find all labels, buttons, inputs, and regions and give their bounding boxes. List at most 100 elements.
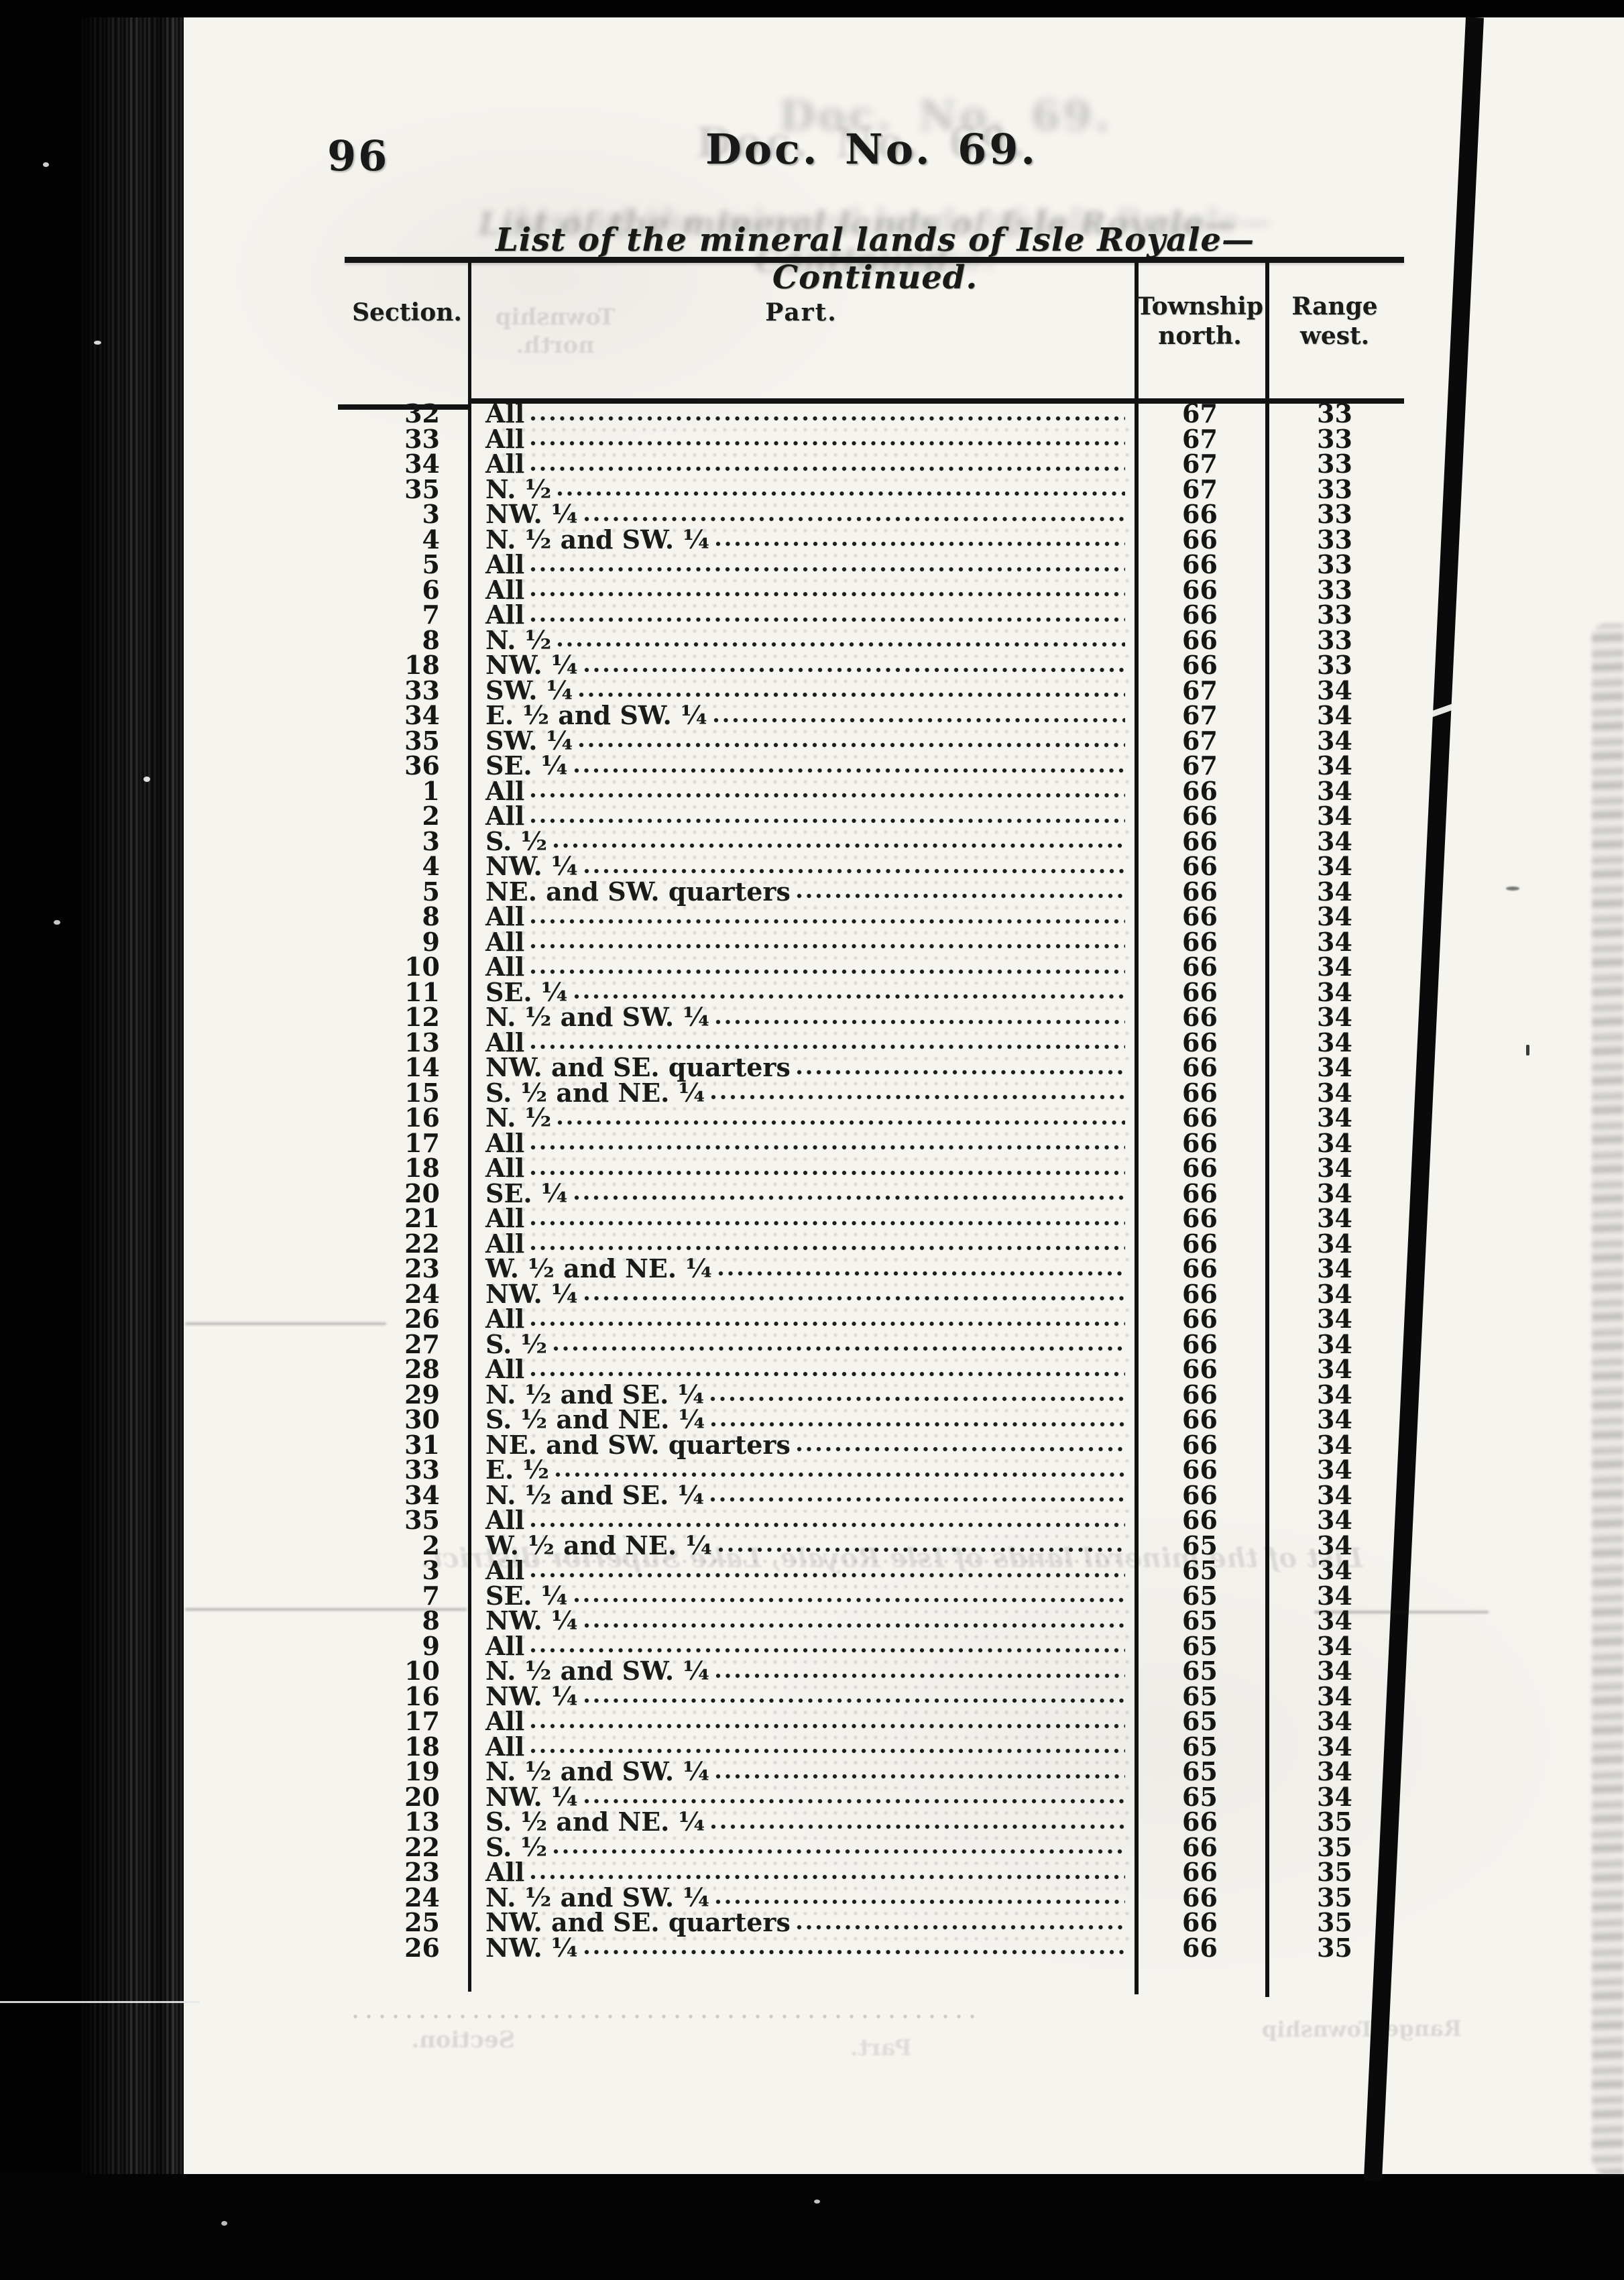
cell-township: 66 xyxy=(1182,1379,1218,1410)
table-row: 12 N. ½ and SW. ¼ 66 34 xyxy=(345,1005,1404,1030)
cell-section: 12 xyxy=(404,1002,440,1032)
film-border-top xyxy=(0,0,1624,17)
cell-range: 34 xyxy=(1317,1178,1352,1208)
cell-range: 34 xyxy=(1317,901,1352,931)
dot-leader xyxy=(794,1445,1125,1453)
dot-leader xyxy=(794,892,1125,900)
cell-township: 66 xyxy=(1182,524,1218,555)
cell-section: 34 xyxy=(404,449,440,479)
table-row: 9 All 66 34 xyxy=(345,929,1404,955)
table-row: 9 All 65 34 xyxy=(345,1630,1404,1661)
dot-leader xyxy=(528,967,1125,976)
cell-section: 20 xyxy=(404,1178,440,1208)
cell-section: 28 xyxy=(404,1354,440,1384)
table-row: 32 All 67 33 xyxy=(345,401,1404,426)
cell-part: NW. ¼ xyxy=(468,652,1135,678)
cell-part: All xyxy=(468,602,1135,628)
cell-township: 66 xyxy=(1182,1278,1218,1309)
cell-part: All xyxy=(468,401,1135,426)
cell-part: All xyxy=(468,577,1135,603)
cell-section: 3 xyxy=(422,499,440,529)
cell-township: 66 xyxy=(1182,549,1218,579)
table-row: 2 W. ½ and NE. ¼ 65 34 xyxy=(345,1530,1404,1560)
cell-part: NW. ¼ xyxy=(468,1281,1135,1307)
cell-range: 34 xyxy=(1317,976,1352,1007)
table-row: 22 All 66 34 xyxy=(345,1231,1404,1257)
cell-township: 66 xyxy=(1182,1429,1218,1460)
cell-range: 33 xyxy=(1317,549,1352,579)
cell-part: N. ½ and SW. ¼ xyxy=(468,526,1135,553)
table-row: 5 NE. and SW. quarters 66 34 xyxy=(345,878,1404,905)
cell-section: 18 xyxy=(404,1731,440,1762)
dot-leader xyxy=(794,1923,1125,1931)
cell-part: N. ½ and SW. ¼ xyxy=(468,1884,1135,1911)
cell-section: 14 xyxy=(404,1052,440,1082)
cell-range: 34 xyxy=(1317,1153,1352,1183)
cell-section: 4 xyxy=(422,524,440,555)
cell-part: All xyxy=(468,426,1135,452)
cell-part: All xyxy=(468,552,1135,577)
dot-leader xyxy=(551,1345,1125,1353)
table-row: 5 All 66 33 xyxy=(345,552,1404,577)
cell-township: 66 xyxy=(1182,926,1218,957)
dot-leader xyxy=(571,1596,1125,1604)
cell-range: 34 xyxy=(1317,1429,1352,1460)
cell-township: 66 xyxy=(1182,1932,1218,1963)
cell-township: 66 xyxy=(1182,1002,1218,1032)
cell-part: NW. ¼ xyxy=(468,1608,1135,1634)
cell-section: 23 xyxy=(404,1253,440,1284)
table-row: 2 All 66 34 xyxy=(345,803,1404,829)
cell-part: All xyxy=(468,904,1135,929)
cell-part: SE. ¼ xyxy=(468,753,1135,779)
dot-leader xyxy=(715,1269,1125,1277)
cell-section: 3 xyxy=(422,825,440,856)
dot-leader xyxy=(528,1747,1125,1755)
cell-township: 67 xyxy=(1182,675,1218,705)
cell-range: 34 xyxy=(1317,1656,1352,1686)
cell-part: All xyxy=(468,803,1135,829)
dot-leader xyxy=(713,540,1125,548)
cell-part: N. ½ and SW. ¼ xyxy=(468,1658,1135,1684)
table-row: 13 All 66 34 xyxy=(345,1029,1404,1056)
header-bottom-rule-section xyxy=(338,404,468,410)
table-row: 31 NE. and SW. quarters 66 34 xyxy=(345,1432,1404,1458)
cell-range: 33 xyxy=(1317,600,1352,630)
cell-section: 17 xyxy=(404,1127,440,1158)
cell-range: 34 xyxy=(1317,1203,1352,1233)
cell-section: 8 xyxy=(422,624,440,655)
cell-township: 67 xyxy=(1182,423,1218,454)
cell-section: 2 xyxy=(422,1530,440,1560)
cell-range: 34 xyxy=(1317,1455,1352,1485)
dot-leader xyxy=(713,1772,1125,1780)
film-border-left xyxy=(0,0,79,2280)
cell-part: All xyxy=(468,1155,1135,1181)
column-header-part: Part. xyxy=(765,298,837,327)
cell-township: 66 xyxy=(1182,1479,1218,1510)
table-row: 3 NW. ¼ 66 33 xyxy=(345,502,1404,527)
cell-township: 65 xyxy=(1182,1630,1218,1661)
cell-section: 9 xyxy=(422,926,440,957)
cell-section: 35 xyxy=(404,1505,440,1535)
cell-township: 66 xyxy=(1182,1153,1218,1183)
cell-range: 34 xyxy=(1317,1756,1352,1786)
dot-leader xyxy=(528,565,1125,573)
table-row: 1 All 66 34 xyxy=(345,778,1404,804)
table-row: 28 All 66 34 xyxy=(345,1357,1404,1382)
dot-leader xyxy=(528,1646,1125,1654)
dot-leader xyxy=(571,1194,1125,1202)
cell-section: 22 xyxy=(404,1831,440,1862)
dot-leader xyxy=(553,1470,1125,1479)
dot-leader xyxy=(581,1948,1125,1956)
cell-range: 33 xyxy=(1317,574,1352,605)
cell-section: 16 xyxy=(404,1680,440,1711)
cell-township: 66 xyxy=(1182,1077,1218,1108)
dot-leader xyxy=(528,1369,1125,1378)
dot-leader xyxy=(528,917,1125,925)
dot-leader xyxy=(528,1244,1125,1252)
cell-section: 24 xyxy=(404,1882,440,1913)
table-row: 11 SE. ¼ 66 34 xyxy=(345,976,1404,1007)
dot-leader xyxy=(551,842,1125,850)
cell-part: W. ½ and NE. ¼ xyxy=(468,1532,1135,1558)
cell-township: 66 xyxy=(1182,600,1218,630)
dot-leader xyxy=(528,816,1125,825)
